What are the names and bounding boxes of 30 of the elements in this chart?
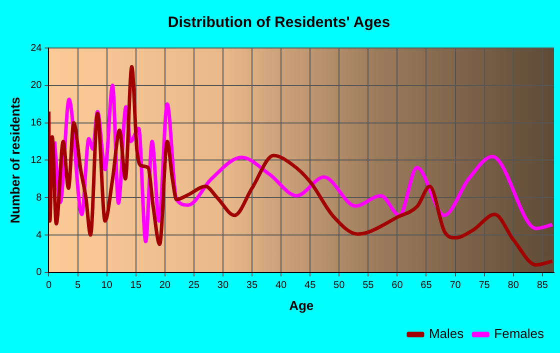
x-tick-label: 35 [246,280,258,292]
x-tick-label: 20 [159,280,171,292]
x-tick-label: 50 [334,280,346,292]
legend-label: Females [494,326,544,342]
y-tick-label: 12 [30,154,42,166]
x-tick-label: 0 [46,280,52,292]
x-tick-label: 65 [420,280,432,292]
x-tick-label: 60 [392,280,404,292]
y-axis-title: Number of residents [7,96,22,224]
x-tick-label: 10 [101,280,113,292]
x-tick-label: 30 [217,280,229,292]
y-tick-label: 0 [36,267,42,278]
x-tick-label: 85 [536,280,548,292]
x-tick-label: 40 [275,280,288,292]
y-tick-label: 20 [30,80,42,92]
chart-title: Distribution of Residents' Ages [168,14,390,32]
y-tick-label: 4 [36,230,42,241]
x-tick-label: 70 [450,280,462,292]
x-tick-label: 55 [362,280,374,292]
legend-label: Males [428,326,464,342]
y-tick-label: 24 [30,42,42,54]
x-tick-label: 15 [130,280,142,292]
x-tick-label: 45 [304,280,316,292]
y-tick-label: 16 [30,118,42,129]
x-tick-label: 80 [508,280,520,292]
x-tick-label: 25 [188,280,200,292]
y-tick-label: 8 [36,192,42,204]
x-tick-label: 5 [74,280,81,292]
x-axis-title: Age [289,298,314,313]
x-tick-label: 75 [478,280,490,292]
